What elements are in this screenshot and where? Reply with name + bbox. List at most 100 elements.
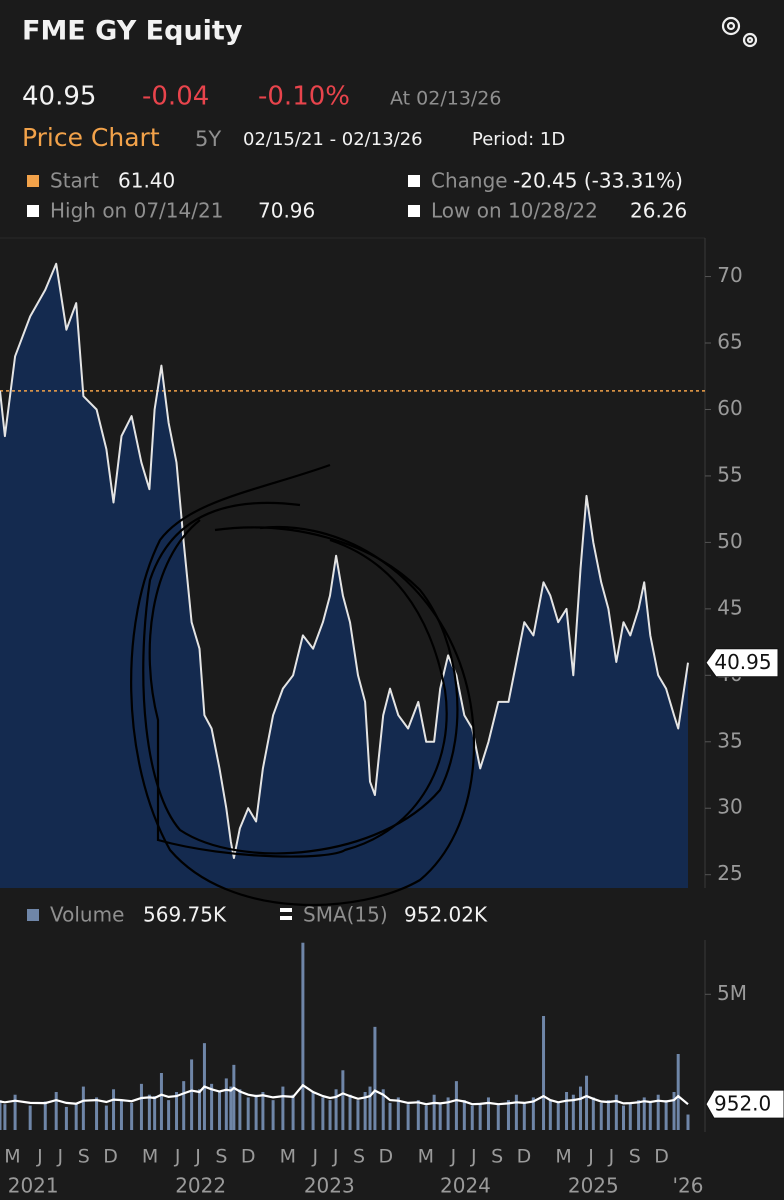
x-tick-label: J	[312, 1146, 319, 1168]
volume-bar	[104, 1105, 108, 1130]
volume-bar	[95, 1097, 99, 1130]
volume-bar	[153, 1096, 157, 1130]
x-tick-label: M	[4, 1146, 20, 1168]
volume-bar	[396, 1097, 400, 1130]
y-tick-label: 35	[717, 728, 742, 752]
x-tick-label: J	[174, 1146, 181, 1168]
volume-bar	[368, 1086, 372, 1130]
sma-swatch-bar	[280, 916, 292, 920]
high-swatch	[27, 205, 39, 217]
volume-bar	[224, 1078, 228, 1130]
x-tick-label: J	[608, 1146, 615, 1168]
gear-large[interactable]	[721, 16, 741, 36]
volume-bar	[210, 1083, 214, 1130]
volume-bar	[348, 1094, 352, 1130]
volume-bar	[506, 1100, 510, 1130]
volume-bar	[356, 1100, 360, 1130]
start-value: 61.40	[118, 169, 175, 193]
volume-bar	[406, 1104, 410, 1130]
sma-callout	[705, 1089, 784, 1119]
security-title: FME GY Equity	[22, 16, 243, 47]
change-swatch	[408, 175, 420, 187]
x-tick-label: S	[629, 1146, 641, 1168]
price-chart: 2530354045505560657040.95	[0, 262, 779, 888]
x-tick-label: D	[517, 1146, 532, 1168]
scribble	[148, 519, 448, 858]
volume-bar	[198, 1089, 202, 1130]
volume-legend: Volume	[50, 903, 124, 927]
volume-bar	[281, 1086, 285, 1130]
volume-bar	[462, 1100, 466, 1130]
x-tick-label: D	[103, 1146, 118, 1168]
volume-bar	[182, 1081, 186, 1130]
volume-bar	[486, 1097, 490, 1130]
year-label: 2024	[440, 1174, 491, 1198]
x-tick-label: J	[450, 1146, 457, 1168]
start-swatch	[27, 175, 39, 187]
volume-bar	[334, 1089, 338, 1130]
settings-icon[interactable]	[721, 16, 758, 48]
volume-bar	[175, 1092, 179, 1130]
volume-bar	[271, 1100, 275, 1130]
x-tick-label: D	[654, 1146, 669, 1168]
volume-bar	[3, 1104, 7, 1130]
volume-bar	[556, 1102, 560, 1130]
volume-bar	[381, 1089, 385, 1130]
volume-bar	[565, 1092, 569, 1130]
volume-bar	[424, 1105, 428, 1130]
volume-bar	[301, 942, 305, 1130]
volume-legend-value: 569.75K	[143, 903, 227, 927]
x-tick-label: S	[353, 1146, 365, 1168]
volume-bar	[416, 1100, 420, 1130]
sma-callout-label: 952.0	[714, 1092, 771, 1116]
gear-small-hub[interactable]	[746, 36, 754, 44]
volume-bar	[637, 1100, 641, 1130]
y-tick-label: 45	[717, 595, 742, 619]
date-range[interactable]: 02/15/21 - 02/13/26	[243, 129, 423, 150]
year-label: 2025	[568, 1174, 619, 1198]
gear-large-hub[interactable]	[726, 21, 736, 31]
x-tick-label: M	[418, 1146, 434, 1168]
volume-bar	[642, 1097, 646, 1130]
volume-bar	[328, 1100, 332, 1130]
volume-bar	[496, 1104, 500, 1130]
y-tick-label: 65	[717, 330, 742, 354]
volume-bar	[548, 1100, 552, 1130]
volume-bar	[478, 1102, 482, 1130]
x-tick-label: J	[332, 1146, 339, 1168]
gear-small[interactable]	[742, 32, 758, 48]
volume-bar	[54, 1092, 58, 1130]
volume-bar	[130, 1102, 134, 1130]
volume-bar	[579, 1086, 582, 1130]
volume-bar	[218, 1092, 222, 1130]
y-tick-label: 60	[717, 396, 742, 420]
x-tick-label: M	[555, 1146, 571, 1168]
volume-bar	[81, 1086, 85, 1130]
x-tick-label: J	[587, 1146, 594, 1168]
volume-bar	[599, 1102, 603, 1130]
last-price-label: 40.95	[714, 650, 771, 674]
net-change: -0.04	[142, 82, 209, 112]
volume-bar	[159, 1073, 163, 1130]
volume-bar	[246, 1097, 250, 1130]
x-tick-label: D	[241, 1146, 256, 1168]
volume-bar	[542, 1016, 546, 1130]
volume-bar	[571, 1094, 575, 1130]
low-value: 26.26	[630, 199, 687, 223]
y-tick-label: 50	[717, 529, 742, 553]
volume-bar	[229, 1086, 233, 1130]
tab-title[interactable]: Price Chart	[22, 123, 160, 152]
range-button[interactable]: 5Y	[195, 127, 221, 151]
volume-bar	[64, 1106, 68, 1130]
low-swatch	[408, 205, 420, 217]
volume-bar	[13, 1094, 17, 1130]
period[interactable]: Period: 1D	[472, 129, 565, 150]
volume-bar	[676, 1054, 680, 1130]
sma-legend: SMA(15)	[303, 903, 388, 927]
x-tick-label: S	[78, 1146, 90, 1168]
hand-drawn-circles	[130, 463, 476, 907]
high-value: 70.96	[258, 199, 315, 223]
